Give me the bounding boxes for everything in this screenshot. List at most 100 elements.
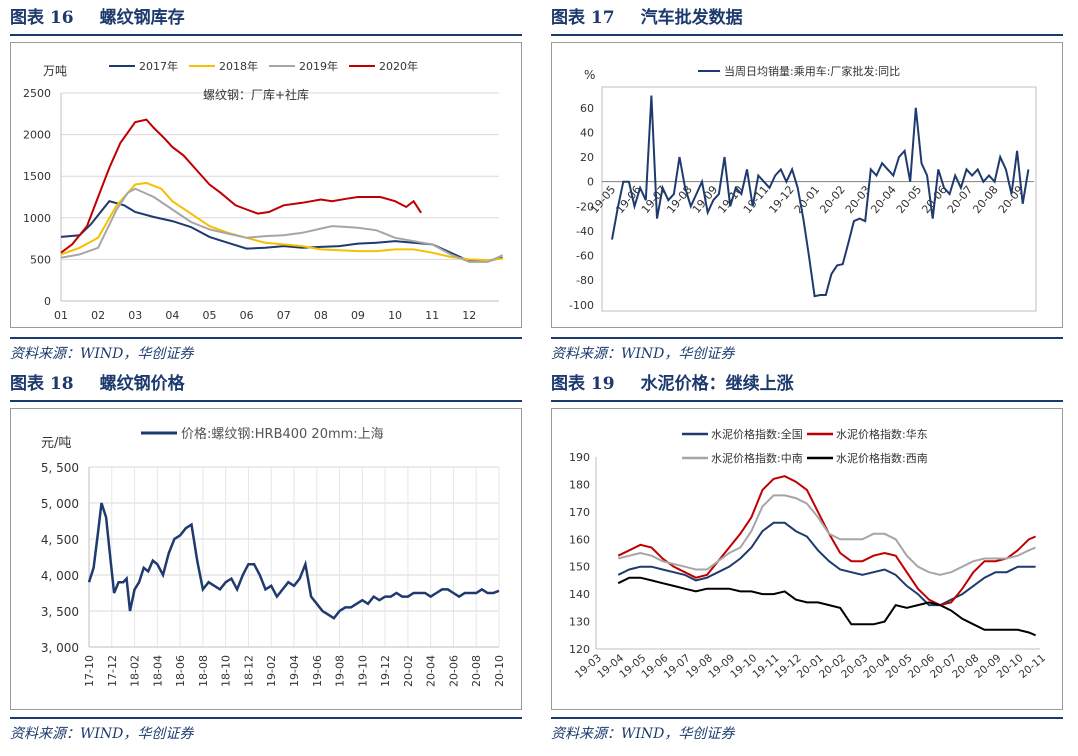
y-axis-unit: 万吨 (43, 64, 67, 78)
chart-frame: 0 500 1000 1500 2000 2500 01 02 03 04 05 06 07 08 09 10… (10, 42, 522, 328)
y-tick-label: 4, 000 (41, 569, 79, 583)
x-tick-label: 17-10 (83, 655, 96, 687)
x-tick-label: 18-02 (129, 655, 142, 687)
series-line-2020年 (60, 118, 422, 254)
x-tick-label: 19-07 (639, 183, 670, 216)
x-tick-label: 10 (388, 309, 402, 322)
cement-price-chart: 12013014015016017018019019-0319-0419-051… (569, 427, 1048, 681)
y-tick-label: 130 (569, 616, 590, 629)
x-tick-label: 12 (462, 309, 476, 322)
y-tick-label: 170 (569, 506, 590, 519)
y-tick-label: 3, 500 (41, 605, 79, 619)
x-tick-label: 19-12 (766, 183, 797, 216)
x-tick-label: 19-12 (379, 655, 392, 687)
x-tick-label: 19-04 (288, 655, 301, 687)
y-tick-label: -80 (576, 274, 594, 287)
x-tick-label: 03 (128, 309, 142, 322)
y-tick-label: 150 (569, 561, 590, 574)
legend-label: 水泥价格指数:全国 (711, 427, 803, 441)
x-tick-label: 09 (351, 309, 365, 322)
y-tick-label: 2000 (23, 129, 51, 142)
auto-wholesale-chart: -100-80-60-40-20020406019-0519-0619-0719… (569, 64, 1037, 312)
x-tick-label: 04 (165, 309, 179, 322)
panel-title: 图表 17 汽车批发数据 (551, 4, 1063, 36)
panel-title: 图表 18 螺纹钢价格 (10, 370, 522, 402)
series-line-水泥价格指数:西南 (617, 576, 1036, 637)
x-tick-label: 20-08 (470, 655, 483, 687)
y-tick-label: 40 (580, 126, 594, 139)
series-line (611, 95, 1030, 298)
y-tick-label: 0 (44, 295, 51, 308)
x-tick-label: 20-02 (402, 655, 415, 687)
x-tick-label: 07 (277, 309, 291, 322)
x-tick-label: 02 (91, 309, 105, 322)
series-line-水泥价格指数:全国 (617, 521, 1036, 607)
y-axis-unit: 元/吨 (41, 436, 71, 451)
rebar-price-chart: 3, 000 3, 500 4, 000 4, 500 5, 000 5, 500 17-1… (41, 426, 506, 687)
series-line (87, 502, 500, 620)
y-tick-label: 4, 500 (41, 533, 79, 547)
y-tick-label: 120 (569, 643, 590, 656)
y-tick-label: 2500 (23, 87, 51, 100)
source-note: 资料来源：WIND，华创证券 (10, 337, 522, 363)
y-tick-label: 5, 000 (41, 497, 79, 511)
y-tick-label: -100 (569, 299, 594, 312)
legend-label: 2019年 (299, 59, 338, 73)
y-tick-label: 190 (569, 451, 590, 464)
y-tick-label: 180 (569, 478, 590, 491)
x-tick-label: 19-10 (356, 655, 369, 687)
y-tick-label: 140 (569, 588, 590, 601)
chart-annotation: 螺纹钢：厂库+社库 (203, 87, 309, 102)
legend-label: 当周日均销量:乘用车:厂家批发:同比 (724, 64, 900, 78)
source-note: 资料来源：WIND，华创证券 (551, 337, 1063, 363)
y-tick-label: -40 (576, 225, 594, 238)
series-line-2019年 (60, 187, 504, 263)
chart-frame: 120 130 140 150 160 170 180 190 19-03 19-04 19-05 1… (551, 408, 1063, 710)
x-tick-label: 08 (314, 309, 328, 322)
chart-frame: -100 -80 -60 -40 -20 0 20 40 60 19-05 19-06 19-07 19… (551, 42, 1063, 328)
x-tick-label: 20-08 (970, 183, 1001, 216)
legend-label: 价格:螺纹钢:HRB400 20mm:上海 (181, 426, 384, 442)
y-tick-label: -20 (576, 200, 594, 213)
source-note: 资料来源：WIND，华创证券 (10, 717, 522, 743)
x-tick-label: 01 (54, 309, 68, 322)
y-tick-label: 500 (30, 253, 51, 266)
y-tick-label: 160 (569, 533, 590, 546)
x-tick-label: 11 (425, 309, 439, 322)
y-tick-label: -60 (576, 250, 594, 263)
series-line-2017年 (60, 200, 503, 263)
y-tick-label: 1000 (23, 212, 51, 225)
series-line-水泥价格指数:中南 (617, 494, 1036, 576)
legend-label: 水泥价格指数:华东 (836, 427, 928, 441)
legend-label: 水泥价格指数:中南 (711, 451, 803, 465)
y-tick-label: 20 (580, 151, 594, 164)
x-tick-label: 20-04 (425, 655, 438, 687)
chart-frame: 3, 000 3, 500 4, 000 4, 500 5, 000 5, 500 17-1… (10, 408, 522, 710)
x-tick-label: 20-05 (894, 183, 925, 216)
series-line-2018年 (60, 181, 503, 262)
legend-label: 2017年 (139, 59, 178, 73)
x-tick-label: 20-06 (447, 655, 460, 687)
x-tick-label: 19-06 (311, 655, 324, 687)
panel-title: 图表 19 水泥价格：继续上涨 (551, 370, 1063, 402)
x-tick-label: 17-12 (106, 655, 119, 687)
plot-border (601, 86, 1037, 312)
x-tick-label: 19-02 (265, 655, 278, 687)
x-tick-label: 20-10 (493, 655, 506, 687)
legend-label: 2020年 (379, 59, 418, 73)
y-tick-label: 5, 500 (41, 461, 79, 475)
x-tick-label: 20-04 (868, 183, 899, 216)
x-tick-label: 20-02 (817, 183, 848, 216)
y-tick-label: 1500 (23, 170, 51, 183)
legend-label: 2018年 (219, 59, 258, 73)
x-tick-label: 20-01 (792, 183, 823, 216)
legend-label: 水泥价格指数:西南 (836, 451, 928, 465)
x-tick-label: 05 (202, 309, 216, 322)
y-axis-unit: % (584, 68, 595, 82)
x-tick-label: 18-04 (151, 655, 164, 687)
source-note: 资料来源：WIND，华创证券 (551, 717, 1063, 743)
x-tick-label: 18-12 (242, 655, 255, 687)
x-tick-label: 19-08 (334, 655, 347, 687)
y-tick-label: 60 (580, 102, 594, 115)
rebar-inventory-chart: 0 500 1000 1500 2000 2500 01 02 03 04 05 06 07 08 09 10… (23, 59, 504, 322)
